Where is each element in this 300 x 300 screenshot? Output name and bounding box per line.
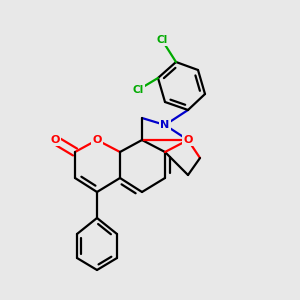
Text: Cl: Cl	[132, 85, 144, 95]
Text: O: O	[50, 135, 60, 145]
Text: Cl: Cl	[156, 35, 168, 45]
Text: O: O	[92, 135, 102, 145]
Text: O: O	[183, 135, 193, 145]
Text: N: N	[160, 120, 169, 130]
